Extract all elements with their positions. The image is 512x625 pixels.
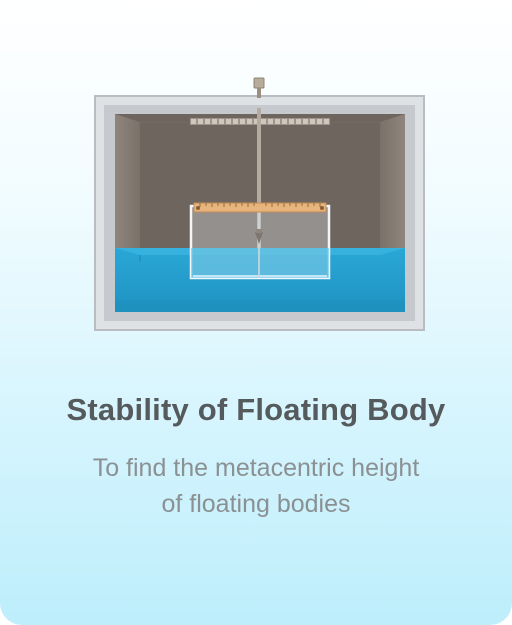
pontoon-icon [189, 204, 331, 280]
card-title: Stability of Floating Body [66, 392, 446, 427]
plumb-bob-icon [255, 229, 263, 244]
scale-bar-icon [193, 202, 327, 213]
card-description: To find the metacentric height of floati… [0, 450, 512, 522]
floating-body-tank-illustration [94, 77, 425, 331]
mast-icon [253, 77, 265, 248]
card-description-line-2: of floating bodies [161, 490, 351, 518]
card-description-line-1: To find the metacentric height [92, 454, 420, 482]
